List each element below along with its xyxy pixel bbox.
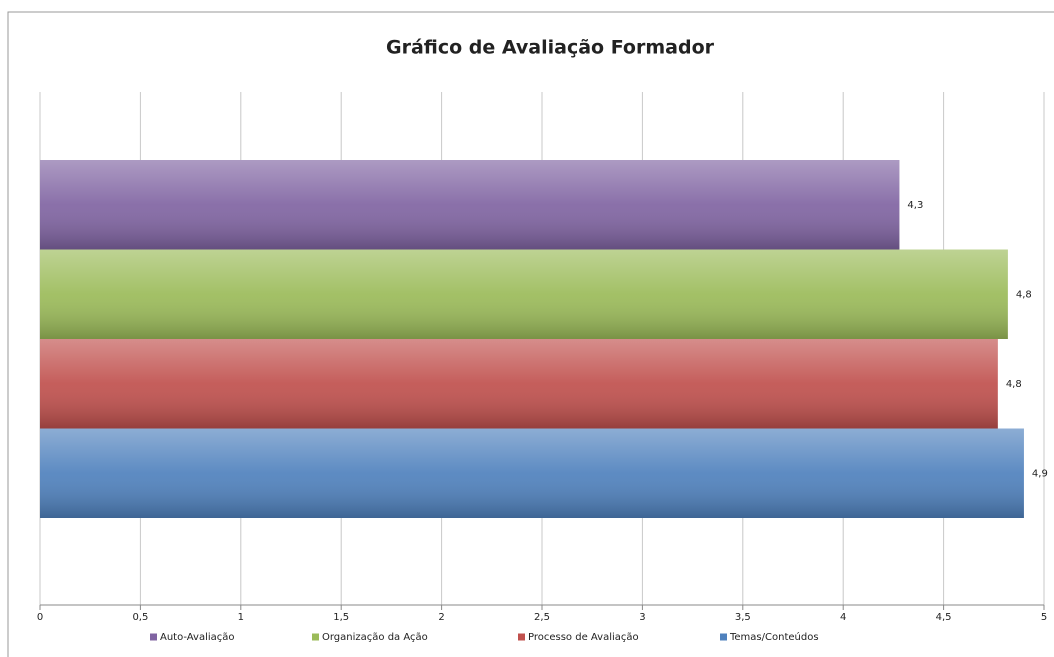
x-tick-label: 2 — [438, 612, 444, 623]
data-label: 4,3 — [907, 200, 923, 211]
x-tick-label: 4 — [840, 612, 846, 623]
x-tick-label: 1,5 — [333, 612, 349, 623]
x-tick-label: 0,5 — [132, 612, 148, 623]
legend-swatch — [150, 633, 157, 641]
legend-swatch — [312, 633, 319, 641]
bar-shade — [40, 249, 1008, 339]
legend-label: Temas/Conteúdos — [729, 631, 819, 643]
x-tick-label: 5 — [1041, 612, 1047, 623]
legend-label: Processo de Avaliação — [528, 632, 639, 643]
legend-swatch — [720, 633, 727, 641]
chart-title: Gráfico de Avaliação Formador — [386, 37, 715, 59]
x-tick-label: 1 — [238, 612, 244, 623]
x-tick-label: 3,5 — [735, 612, 751, 623]
x-tick-label: 3 — [639, 612, 645, 623]
legend-label: Organização da Ação — [322, 632, 428, 643]
bar-shade — [40, 160, 900, 250]
x-tick-label: 4,5 — [936, 612, 952, 623]
legend-label: Auto-Avaliação — [160, 632, 235, 643]
data-label: 4,9 — [1032, 468, 1048, 479]
data-label: 4,8 — [1016, 289, 1032, 300]
legend-swatch — [518, 633, 525, 641]
x-tick-label: 0 — [37, 612, 43, 623]
x-tick-label: 2,5 — [534, 612, 550, 623]
bar-shade — [40, 428, 1024, 518]
data-label: 4,8 — [1006, 379, 1022, 390]
bar-shade — [40, 339, 998, 429]
